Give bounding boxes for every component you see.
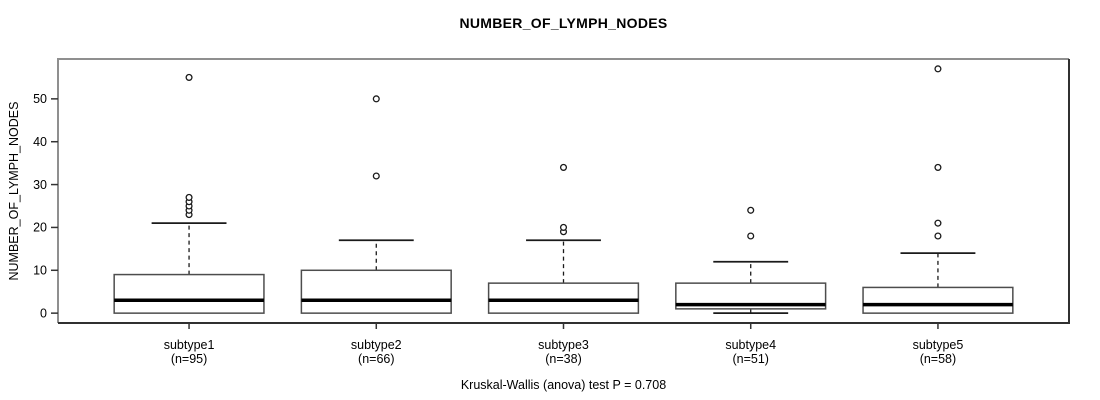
x-tick-sublabel: (n=95) xyxy=(171,352,207,366)
x-tick-sublabel: (n=58) xyxy=(920,352,956,366)
y-tick-label: 30 xyxy=(33,178,47,192)
iqr-box xyxy=(862,286,1014,314)
x-tick-label: subtype3 xyxy=(538,338,589,352)
x-tick-label: subtype4 xyxy=(725,338,776,352)
iqr-box xyxy=(487,282,640,314)
outlier-point xyxy=(747,206,755,214)
boxplot-group-subtype2 xyxy=(300,95,452,314)
boxplot-group-subtype1 xyxy=(113,73,265,314)
x-tick-sublabel: (n=51) xyxy=(732,352,768,366)
outlier-point xyxy=(372,172,380,180)
outlier-point xyxy=(934,65,942,73)
boxplot-group-subtype3 xyxy=(487,163,640,314)
outlier-point xyxy=(185,73,193,81)
x-tick-sublabel: (n=38) xyxy=(545,352,581,366)
outlier-point xyxy=(747,232,755,240)
y-tick-label: 20 xyxy=(33,221,47,235)
x-tick-label: subtype1 xyxy=(164,338,215,352)
stat-annotation: Kruskal-Wallis (anova) test P = 0.708 xyxy=(460,378,667,392)
y-tick-label: 10 xyxy=(33,263,47,277)
iqr-box xyxy=(300,269,452,314)
boxplot-group-subtype5 xyxy=(862,65,1014,314)
chart-title: NUMBER_OF_LYMPH_NODES xyxy=(459,15,668,31)
x-tick-sublabel: (n=66) xyxy=(358,352,394,366)
plot-frame-bottomright xyxy=(58,59,1070,324)
outlier-point xyxy=(559,223,568,231)
outlier-point xyxy=(372,95,380,103)
x-tick-label: subtype2 xyxy=(351,338,402,352)
outlier-point xyxy=(559,163,568,171)
y-tick-label: 0 xyxy=(40,306,47,320)
plot-frame-topleft xyxy=(57,58,1069,323)
outlier-point xyxy=(934,232,942,240)
y-tick-label: 40 xyxy=(33,135,47,149)
outlier-point xyxy=(934,219,942,227)
x-tick-label: subtype5 xyxy=(913,338,964,352)
iqr-box xyxy=(113,273,265,314)
outlier-point xyxy=(934,163,942,171)
boxplot-group-subtype4 xyxy=(675,206,827,315)
y-tick-label: 50 xyxy=(33,92,47,106)
outlier-point xyxy=(185,193,193,201)
